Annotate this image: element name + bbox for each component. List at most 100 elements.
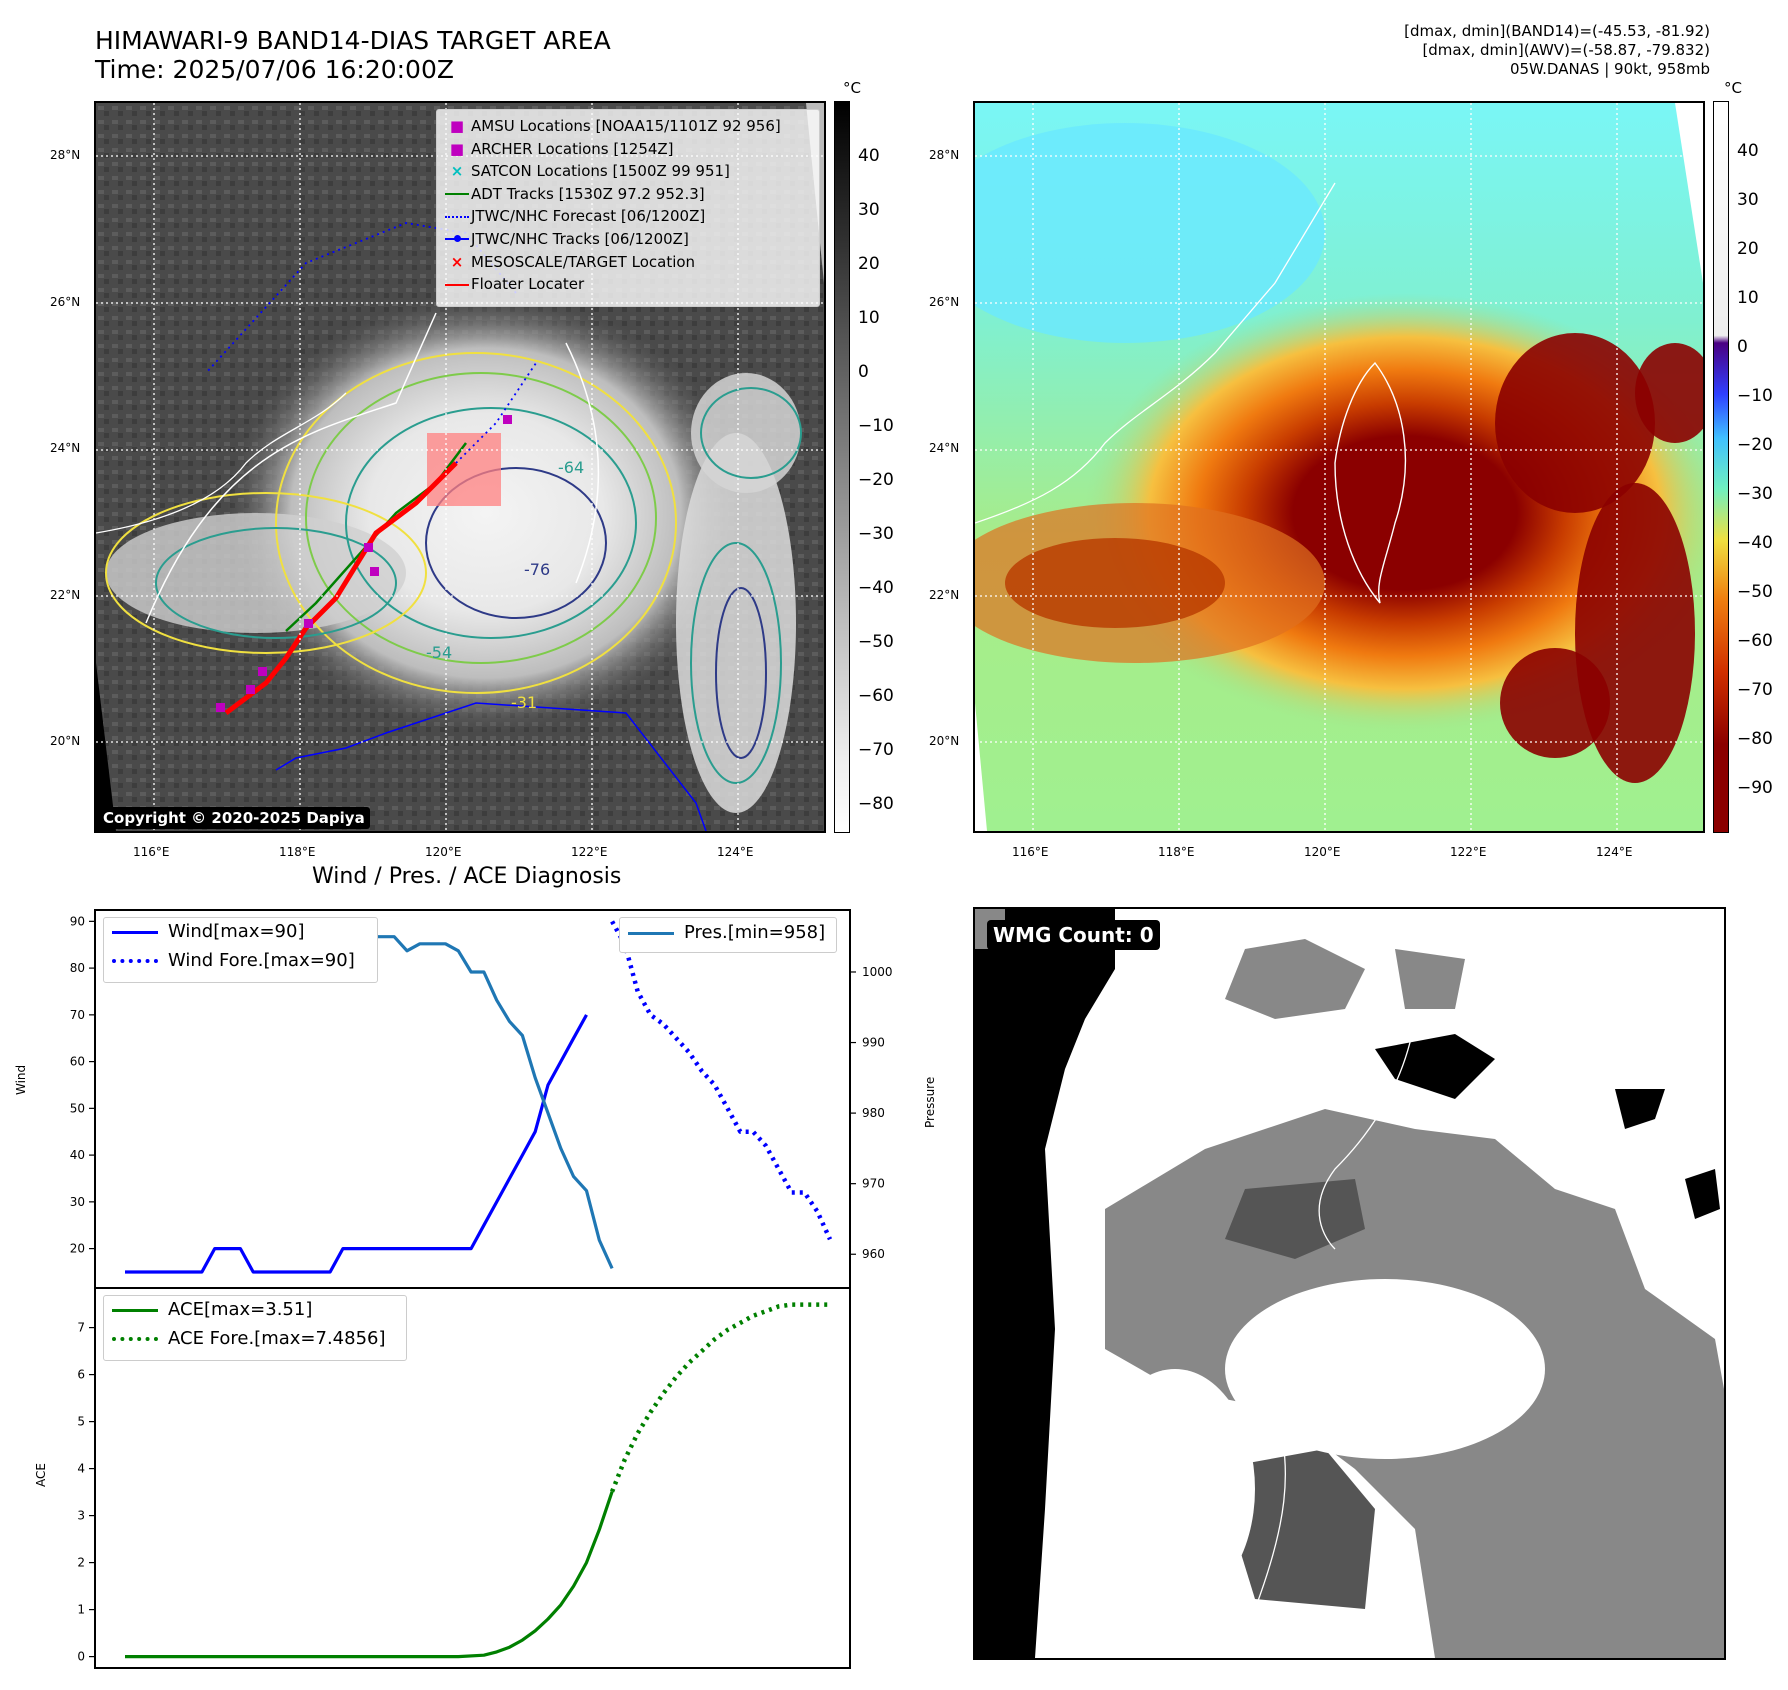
legend-item-jtwc-forecast: JTWC/NHC Forecast [06/1200Z] [443, 205, 781, 228]
ace-series [125, 1302, 830, 1659]
legend-item-floater: Floater Locater [443, 273, 781, 296]
ace-axis-tick-label: 4 [77, 1462, 85, 1476]
cbar-right-tick: −20 [1737, 435, 1773, 455]
legend-mesoscale-label: MESOSCALE/TARGET Location [471, 252, 696, 271]
x-marker-icon: × [450, 252, 464, 271]
ace-axis-tick-label: 0 [77, 1650, 85, 1664]
ace-legend: ACE[max=3.51] ACE Fore.[max=7.4856] [103, 1295, 407, 1361]
legend-item-amsu: ■ AMSU Locations [NOAA15/1101Z 92 956] [443, 115, 781, 138]
lon-label-116-right: 116°E [1012, 845, 1049, 859]
lat-label-24-left: 24°N [50, 441, 81, 455]
solid-line-icon [112, 930, 158, 934]
wind-series [125, 920, 833, 1274]
cbar-right-tick: 30 [1737, 190, 1759, 210]
ace-axis-tick-label: 7 [77, 1321, 85, 1335]
cbar-left-tick: −30 [858, 524, 894, 544]
legend-jtwc-forecast-label: JTWC/NHC Forecast [06/1200Z] [471, 207, 706, 226]
ace-line [125, 1491, 614, 1659]
legend-list: ■ AMSU Locations [NOAA15/1101Z 92 956] ■ A… [443, 115, 781, 296]
colorbar-left [834, 101, 850, 833]
dotted-line-icon [112, 959, 158, 963]
legend-item-satcon: × SATCON Locations [1500Z 99 951] [443, 160, 781, 183]
legend-wind-row: Wind[max=90] [112, 921, 305, 942]
solid-line-icon [628, 931, 674, 935]
pressure-axis-tick-label: 960 [862, 1247, 885, 1261]
lat-label-28-right: 28°N [929, 148, 960, 162]
legend-ace-row: ACE[max=3.51] [112, 1299, 312, 1320]
colorbar-right [1713, 101, 1729, 833]
legend-wind-fore-label: Wind Fore.[max=90] [168, 950, 355, 971]
cbar-right-tick: −70 [1737, 680, 1773, 700]
pressure-legend: Pres.[min=958] [619, 917, 837, 953]
wind-axis-ticks: 20 30 40 50 60 70 80 90 [70, 914, 95, 1256]
cbar-left-tick: −50 [858, 632, 894, 652]
cbar-right-tick: −50 [1737, 582, 1773, 602]
lat-label-26-left: 26°N [50, 295, 81, 309]
lat-label-28-left: 28°N [50, 148, 81, 162]
lat-label-26-right: 26°N [929, 295, 960, 309]
cbar-left-tick: 10 [858, 308, 880, 328]
ace-ylabel: ACE [34, 1463, 48, 1487]
lon-label-124-left: 124°E [717, 845, 754, 859]
solid-line-icon [443, 283, 471, 286]
contour-label-76: -76 [524, 560, 550, 579]
lat-label-24-right: 24°N [929, 441, 960, 455]
wmg-count-badge: WMG Count: 0 [987, 920, 1160, 950]
solid-line-icon [443, 193, 471, 196]
colorbar-left-unit: °C [843, 79, 861, 97]
solid-line-icon [112, 1308, 158, 1312]
lat-label-20-right: 20°N [929, 734, 960, 748]
legend-pres-label: Pres.[min=958] [684, 922, 826, 943]
legend-jtwc-tracks-label: JTWC/NHC Tracks [06/1200Z] [471, 229, 689, 248]
pressure-axis-tick-label: 990 [862, 1036, 885, 1050]
legend-item-adt: ADT Tracks [1530Z 97.2 952.3] [443, 183, 781, 206]
cbar-left-tick: −40 [858, 578, 894, 598]
cbar-right-tick: −40 [1737, 533, 1773, 553]
lat-label-20-left: 20°N [50, 734, 81, 748]
pressure-axis-tick-label: 980 [862, 1106, 885, 1120]
wind-axis-tick-label: 30 [70, 1195, 85, 1209]
legend-item-jtwc-tracks: JTWC/NHC Tracks [06/1200Z] [443, 228, 781, 251]
cbar-right-tick: −90 [1737, 778, 1773, 798]
legend-ace-label: ACE[max=3.51] [168, 1299, 313, 1320]
legend-satcon-label: SATCON Locations [1500Z 99 951] [471, 162, 730, 181]
legend-adt-label: ADT Tracks [1530Z 97.2 952.3] [471, 184, 705, 203]
cbar-right-tick: 10 [1737, 288, 1759, 308]
lat-label-22-left: 22°N [50, 588, 81, 602]
ace-axis-tick-label: 5 [77, 1415, 85, 1429]
cbar-left-tick: 0 [858, 362, 869, 382]
wind-axis-tick-label: 60 [70, 1055, 85, 1069]
cbar-left-tick: −80 [858, 794, 894, 814]
wind-axis-tick-label: 50 [70, 1101, 85, 1115]
ace-axis-tick-label: 1 [77, 1603, 85, 1617]
band14-map-panel: -64 -76 -54 -31 ■ AMSU Locations [NOAA15/… [94, 101, 826, 833]
pressure-axis-tick-label: 1000 [862, 965, 893, 979]
lon-label-122-right: 122°E [1450, 845, 1487, 859]
cbar-left-tick: −60 [858, 686, 894, 706]
lon-label-120-right: 120°E [1304, 845, 1341, 859]
wmg-graphic [975, 909, 1724, 1658]
pressure-axis-ticks: 960 970 980 990 1000 [850, 965, 893, 1261]
legend-item-archer: ■ ARCHER Locations [1254Z] [443, 138, 781, 161]
title-line-2: Time: 2025/07/06 16:20:00Z [95, 55, 454, 84]
info-line-3: 05W.DANAS | 90kt, 958mb [1509, 60, 1710, 78]
cbar-right-tick: 0 [1737, 337, 1748, 357]
contour-label-31: -31 [511, 693, 537, 712]
cbar-left-tick: −20 [858, 470, 894, 490]
pressure-axis-tick-label: 970 [862, 1177, 885, 1191]
info-line-1: [dmax, dmin](BAND14)=(-45.53, -81.92) [1404, 22, 1710, 40]
wind-axis-tick-label: 90 [70, 914, 85, 928]
lon-label-116-left: 116°E [133, 845, 170, 859]
legend-pres-row: Pres.[min=958] [628, 922, 825, 943]
legend-archer-label: ARCHER Locations [1254Z] [471, 139, 674, 158]
pressure-ylabel: Pressure [923, 1076, 937, 1128]
lon-label-124-right: 124°E [1596, 845, 1633, 859]
figure-title: HIMAWARI-9 BAND14-DIAS TARGET AREA Time:… [95, 26, 611, 84]
legend-item-mesoscale: × MESOSCALE/TARGET Location [443, 251, 781, 274]
cbar-right-tick: 40 [1737, 141, 1759, 161]
lon-label-118-right: 118°E [1158, 845, 1195, 859]
wmg-panel: WMG Count: 0 [973, 907, 1726, 1660]
cbar-left-tick: −10 [858, 416, 894, 436]
ace-axis-tick-label: 6 [77, 1368, 85, 1382]
legend-amsu-label: AMSU Locations [NOAA15/1101Z 92 956] [471, 117, 781, 135]
